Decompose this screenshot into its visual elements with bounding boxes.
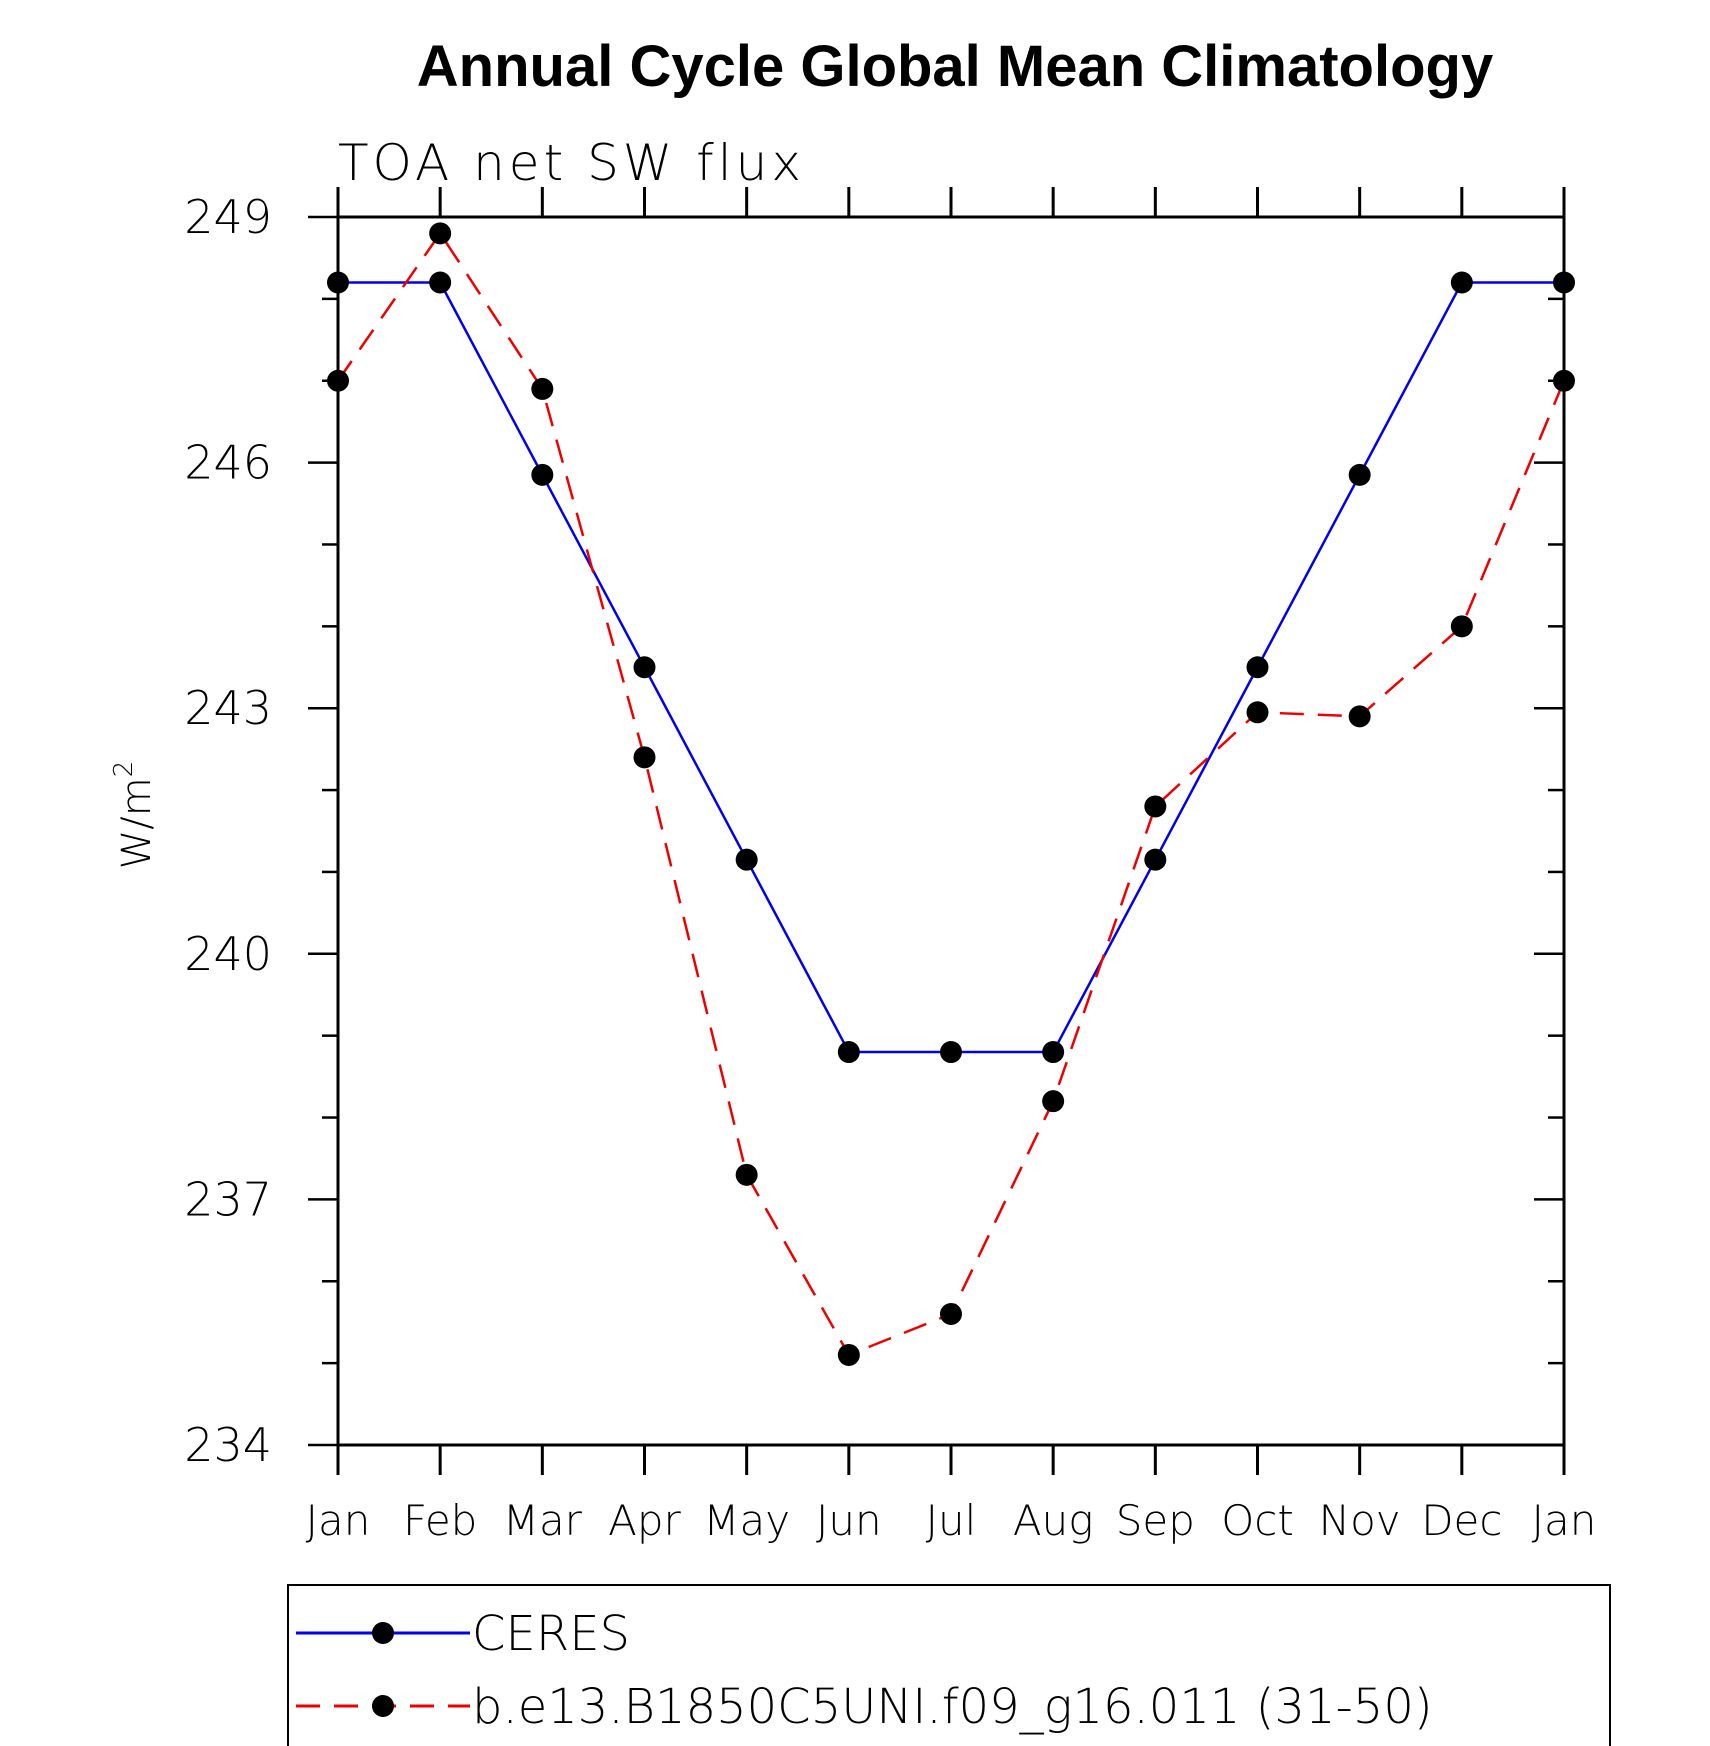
data-point-series-1 xyxy=(1348,705,1371,728)
data-point-series-0 xyxy=(531,463,554,486)
svg-text:W/m2: W/m2 xyxy=(109,761,160,870)
data-point-series-0 xyxy=(633,656,656,679)
data-point-series-1 xyxy=(429,222,452,245)
data-point-series-0 xyxy=(735,848,758,871)
x-tick-label: May xyxy=(703,1496,790,1545)
plot-frame xyxy=(336,215,1566,1447)
x-tick-label: Dec xyxy=(1421,1496,1502,1545)
y-tick-label: 234 xyxy=(184,1418,272,1472)
series-line-0 xyxy=(338,281,1564,1054)
chart-subtitle: TOA net SW flux xyxy=(338,134,805,192)
data-point-series-1 xyxy=(531,377,554,400)
legend-label-ceres: CERES xyxy=(472,1606,630,1662)
x-ticks xyxy=(336,187,1566,1475)
data-point-series-1 xyxy=(1553,369,1575,392)
y-tick-label: 249 xyxy=(184,190,272,244)
series-line-1 xyxy=(336,231,1566,1357)
y-axis-label: W/m2 xyxy=(109,761,160,870)
y-tick-label: 246 xyxy=(184,436,272,490)
y-ticks xyxy=(308,215,1564,1447)
data-point-series-1 xyxy=(735,1163,758,1186)
x-tick-label: Feb xyxy=(403,1496,477,1545)
data-point-series-1 xyxy=(1042,1090,1065,1113)
y-tick-label: 243 xyxy=(184,681,272,735)
data-point-series-1 xyxy=(1144,795,1167,818)
data-point-series-0 xyxy=(1553,271,1575,294)
x-tick-label: Apr xyxy=(608,1496,681,1545)
data-point-series-0 xyxy=(1246,656,1269,679)
data-point-series-0 xyxy=(837,1041,860,1064)
data-point-series-0 xyxy=(940,1041,962,1064)
x-tick-label: Jun xyxy=(816,1496,882,1545)
data-point-series-1 xyxy=(1450,615,1473,638)
x-tick-label: Jan xyxy=(1532,1496,1597,1545)
legend-label-model: b.e13.B1850C5UNI.f09_g16.011 (31-50) xyxy=(472,1679,1433,1735)
data-point-series-0 xyxy=(1144,848,1167,871)
y-tick-label: 237 xyxy=(184,1172,272,1226)
x-tick-label: Jul xyxy=(926,1496,977,1545)
x-tick-label: Nov xyxy=(1319,1496,1401,1545)
y-axis-label-main: W/m xyxy=(114,777,160,869)
y-tick-label: 240 xyxy=(184,927,272,981)
data-point-series-0 xyxy=(1450,271,1473,294)
data-point-series-1 xyxy=(633,746,656,769)
x-tick-label: Oct xyxy=(1221,1496,1294,1545)
data-point-series-0 xyxy=(429,271,452,294)
chart-title: Annual Cycle Global Mean Climatology xyxy=(417,34,1493,99)
legend-marker-ceres xyxy=(372,1622,394,1644)
legend-marker-model xyxy=(372,1695,394,1717)
data-point-series-1 xyxy=(940,1303,962,1326)
data-point-series-1 xyxy=(327,369,349,392)
data-point-series-0 xyxy=(1348,463,1371,486)
y-axis-label-sup: 2 xyxy=(109,761,139,778)
x-tick-label: Jan xyxy=(306,1496,371,1545)
series-points xyxy=(327,222,1575,1366)
x-tick-label: Aug xyxy=(1013,1496,1094,1545)
data-point-series-1 xyxy=(1246,701,1269,724)
legend: CERES b.e13.B1850C5UNI.f09_g16.011 (31-5… xyxy=(287,1584,1611,1746)
x-tick-label: Sep xyxy=(1116,1496,1195,1545)
data-point-series-0 xyxy=(327,271,349,294)
y-tick-labels: 234 237 240 243 246 249 xyxy=(184,190,272,1472)
data-point-series-1 xyxy=(837,1343,860,1366)
series-lines xyxy=(336,231,1566,1357)
x-tick-labels: Jan Feb Mar Apr May Jun Jul Aug Sep Oct Nov Dec Jan xyxy=(306,1496,1597,1545)
x-tick-label: Mar xyxy=(503,1496,583,1545)
data-point-series-0 xyxy=(1042,1041,1065,1064)
legend-box xyxy=(287,1584,1611,1746)
